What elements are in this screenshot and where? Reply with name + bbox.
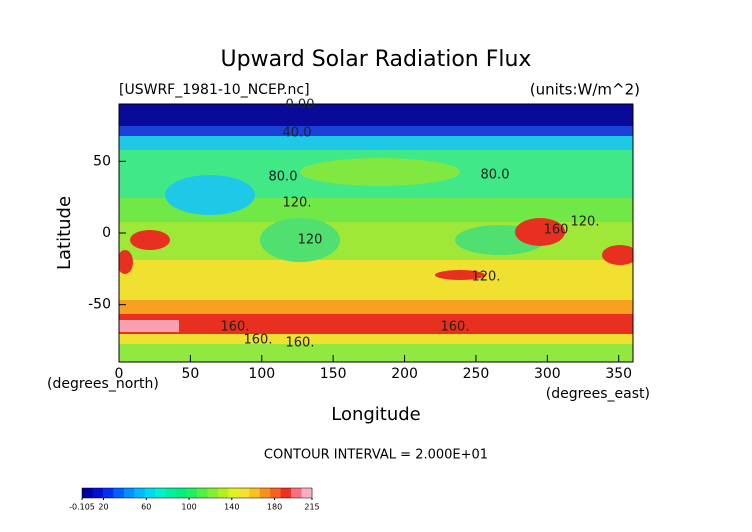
colorbar-frame	[81, 487, 313, 499]
x-tick-label: 350	[605, 366, 632, 382]
contour-label: 120.	[571, 215, 600, 230]
colorbar-swatch	[82, 488, 93, 498]
colorbar-swatch	[291, 488, 303, 498]
colorbar-swatch	[113, 488, 125, 498]
colorbar-swatch	[123, 488, 135, 498]
y-units: (degrees_north)	[47, 376, 159, 392]
contour-label: 80.0	[481, 168, 510, 183]
x-tick-label: 0	[115, 366, 124, 382]
x-tick-label: 200	[391, 366, 418, 382]
contour-label: 160.	[221, 320, 250, 335]
contour-interval: CONTOUR INTERVAL = 2.000E+01	[264, 448, 488, 463]
colorbar-tick-label: 60	[141, 503, 151, 512]
colorbar-swatch	[165, 488, 177, 498]
chart-title: Upward Solar Radiation Flux	[221, 47, 532, 72]
subtitle: [USWRF_1981-10_NCEP.nc]	[119, 82, 310, 98]
x-tick-label: 50	[181, 366, 199, 382]
colorbar-swatch	[155, 488, 167, 498]
colorbar-swatch	[259, 488, 271, 498]
contour-label: 160.	[286, 336, 315, 351]
x-units: (degrees_east)	[546, 386, 650, 402]
contour-label: 160.	[244, 333, 273, 348]
y-tick-label: -50	[88, 297, 111, 313]
x-tick-label: 100	[248, 366, 275, 382]
colorbar-swatch	[207, 488, 219, 498]
colorbar-tick-label: 180	[267, 503, 282, 512]
contour-label: 80.0	[269, 170, 298, 185]
colorbar-swatch	[197, 488, 208, 498]
colorbar-swatch	[92, 488, 104, 498]
contour-label: 0.00	[286, 98, 315, 113]
colorbar-swatch	[228, 488, 240, 498]
colorbar-swatch	[217, 488, 229, 498]
colorbar-swatch	[186, 488, 198, 498]
contour-label: 160	[544, 223, 569, 238]
y-tick-label: 50	[93, 153, 111, 169]
colorbar-swatch	[249, 488, 261, 498]
colorbar-tick-label: 100	[181, 503, 196, 512]
contour-label: 120.	[472, 270, 501, 285]
colorbar-swatch	[301, 488, 313, 498]
colorbar-tick-label: 20	[98, 503, 108, 512]
colorbar-swatch	[238, 488, 250, 498]
contour-label: 120	[298, 233, 323, 248]
contour-label: 40.0	[283, 126, 312, 141]
x-tick-label: 250	[463, 366, 490, 382]
colorbar-swatch	[134, 488, 146, 498]
contour-label: 160.	[441, 320, 470, 335]
units: (units:W/m^2)	[530, 81, 640, 99]
x-tick-label: 150	[320, 366, 347, 382]
colorbar-swatch	[102, 488, 114, 498]
colorbar-swatch	[280, 488, 292, 498]
contour-field	[119, 104, 633, 362]
colorbar-tick-label: -0.105	[69, 503, 95, 512]
contour-label: 120.	[283, 196, 312, 211]
colorbar-tick-label: 140	[224, 503, 239, 512]
x-axis-label: Longitude	[331, 404, 421, 425]
colorbar-swatch	[176, 488, 188, 498]
y-axis-label: Latitude	[54, 196, 75, 270]
colorbar-swatch	[270, 488, 282, 498]
colorbar-swatch	[144, 488, 156, 498]
x-tick-label: 300	[534, 366, 561, 382]
y-tick-label: 0	[102, 225, 111, 241]
colorbar-tick-label: 215	[304, 503, 319, 512]
